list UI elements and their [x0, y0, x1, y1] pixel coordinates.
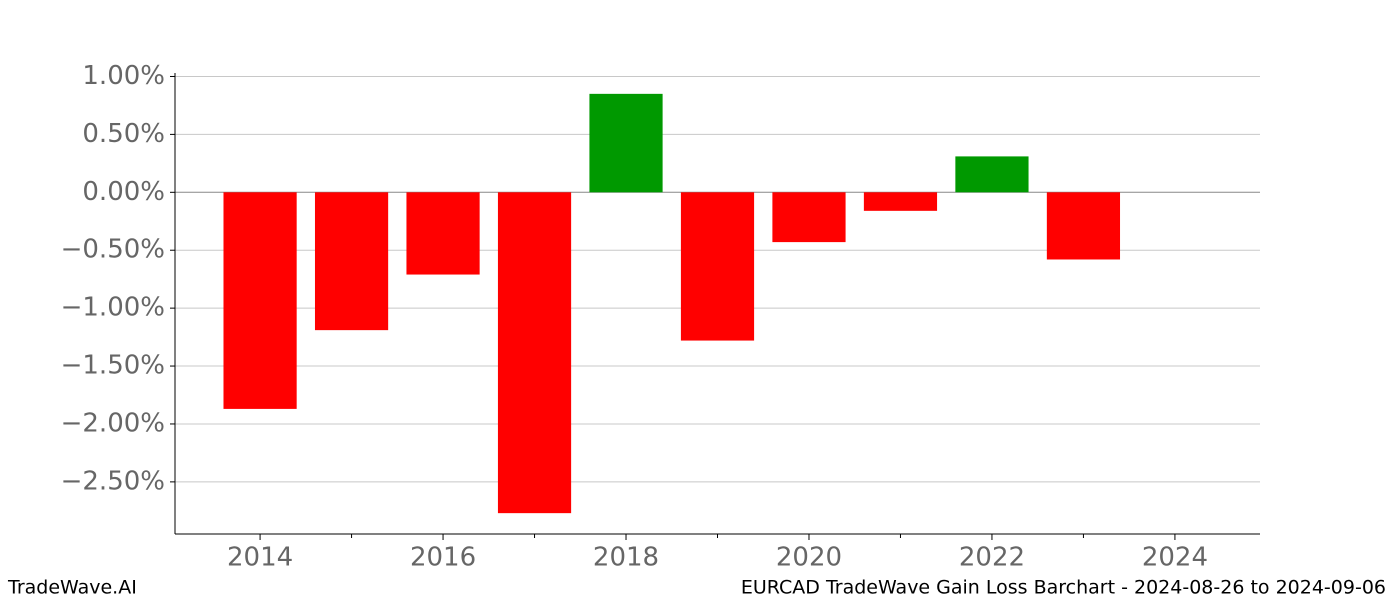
- bar: [680, 192, 755, 341]
- x-tick-label: 2016: [410, 543, 476, 573]
- bar: [863, 192, 938, 211]
- x-tick-label: 2022: [959, 543, 1025, 573]
- y-tick-label: −1.50%: [61, 351, 165, 381]
- x-tick-label: 2024: [1142, 543, 1208, 573]
- bar: [223, 192, 297, 409]
- bar: [406, 192, 480, 275]
- footer-right: EURCAD TradeWave Gain Loss Barchart - 20…: [741, 577, 1386, 599]
- bar: [497, 192, 572, 514]
- y-tick-label: 1.00%: [82, 61, 165, 91]
- y-tick-label: −2.50%: [61, 466, 165, 496]
- y-tick-label: 0.00%: [82, 177, 165, 207]
- x-tick-label: 2018: [593, 543, 659, 573]
- x-tick-label: 2014: [227, 543, 293, 573]
- bar: [589, 93, 663, 193]
- bar: [314, 192, 389, 331]
- y-tick-label: −1.00%: [61, 293, 165, 323]
- bar: [1046, 192, 1121, 260]
- bar: [955, 156, 1029, 193]
- y-tick-label: 0.50%: [82, 119, 165, 149]
- footer-left: TradeWave.AI: [7, 577, 137, 599]
- y-tick-label: −2.00%: [61, 408, 165, 438]
- bar: [772, 192, 846, 243]
- x-tick-label: 2020: [776, 543, 842, 573]
- y-tick-label: −0.50%: [61, 235, 165, 265]
